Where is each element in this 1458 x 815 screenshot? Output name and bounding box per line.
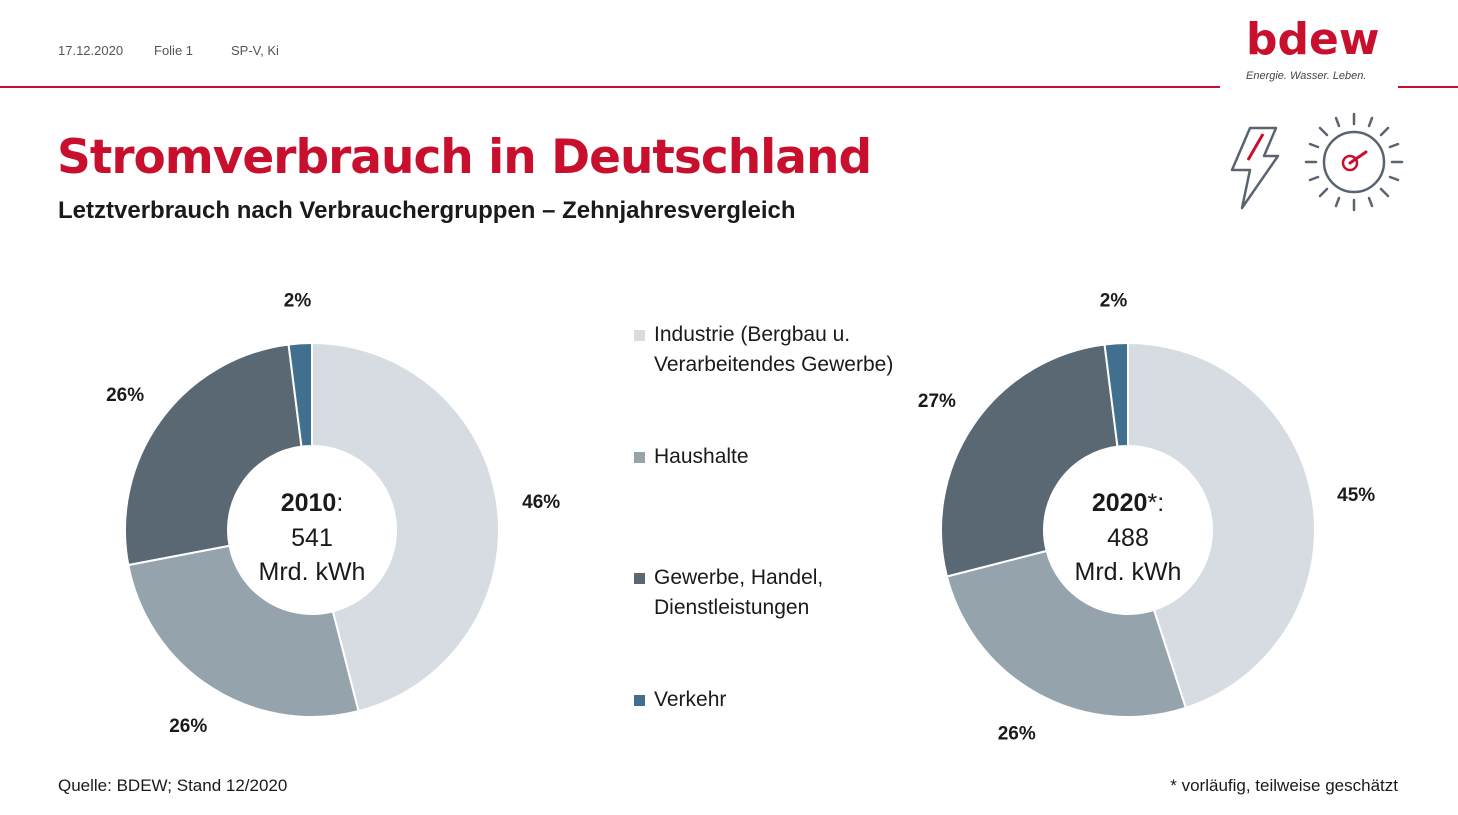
source-note: Quelle: BDEW; Stand 12/2020 — [58, 776, 288, 795]
header-rule-left — [0, 86, 1220, 88]
lightning-icon — [1230, 126, 1280, 210]
gauge-icon — [1304, 112, 1404, 212]
logo-wordmark: bdew — [1246, 14, 1380, 65]
slide-number: Folie 1 — [154, 43, 194, 58]
legend-label: Verkehr — [654, 688, 727, 711]
donut-chart-2010: 46% 26% 26% 2% 2010: 541 Mrd. kWh — [106, 290, 560, 737]
center-unit: Mrd. kWh — [259, 558, 366, 586]
center-suffix: *: — [1147, 489, 1164, 517]
center-value: 541 — [291, 524, 333, 552]
center-year-text: 2010: — [281, 489, 344, 517]
slice-label-gewerbe: 27% — [918, 391, 956, 412]
slice-verkehr — [287, 341, 313, 448]
slice-industrie — [1127, 341, 1316, 710]
center-year: 2020 — [1092, 489, 1148, 517]
logo-tagline: Energie. Wasser. Leben. — [1246, 70, 1367, 82]
slice-verkehr — [1103, 341, 1129, 448]
slice-label-verkehr: 2% — [284, 290, 312, 311]
slice-label-verkehr: 2% — [1100, 290, 1128, 311]
legend-label: Haushalte — [654, 445, 749, 468]
slice-haushalte — [127, 544, 360, 718]
slice-label-haushalte: 26% — [998, 723, 1036, 744]
center-year: 2010 — [281, 489, 337, 517]
footnote: * vorläufig, teilweise geschätzt — [1170, 776, 1398, 795]
center-unit: Mrd. kWh — [1075, 558, 1182, 586]
slice-haushalte — [945, 549, 1188, 718]
slice-label-industrie: 46% — [522, 492, 560, 513]
legend-swatch — [634, 695, 645, 706]
slice-industrie — [311, 341, 500, 713]
slice-label-haushalte: 26% — [169, 716, 207, 737]
slide-date: 17.12.2020 — [58, 43, 124, 58]
donut-chart-2020: 45% 26% 27% 2% 2020*: 488 Mrd. kWh — [918, 290, 1375, 744]
slice-label-industrie: 45% — [1337, 485, 1375, 506]
bdew-logo: bdew Energie. Wasser. Leben. — [1246, 14, 1386, 83]
legend-label: Gewerbe, Handel, Dienstleistungen — [654, 566, 824, 619]
slide-author: SP-V, Ki — [231, 43, 279, 58]
page-subtitle: Letztverbrauch nach Verbrauchergruppen –… — [58, 197, 796, 224]
slice-label-gewerbe: 26% — [106, 385, 144, 406]
header-icons — [1230, 112, 1404, 212]
center-year-text: 2020*: — [1092, 489, 1164, 517]
header-rule-right — [1398, 86, 1458, 88]
legend-swatch — [634, 330, 645, 341]
center-value: 488 — [1107, 524, 1149, 552]
slice-gewerbe — [940, 343, 1119, 578]
slice-gewerbe — [124, 343, 303, 567]
center-suffix: : — [336, 489, 343, 517]
legend-swatch — [634, 573, 645, 584]
page-title: Stromverbrauch in Deutschland — [57, 130, 872, 185]
legend-swatch — [634, 452, 645, 463]
legend-label: Industrie (Bergbau u. Verarbeitendes Gew… — [654, 323, 894, 376]
